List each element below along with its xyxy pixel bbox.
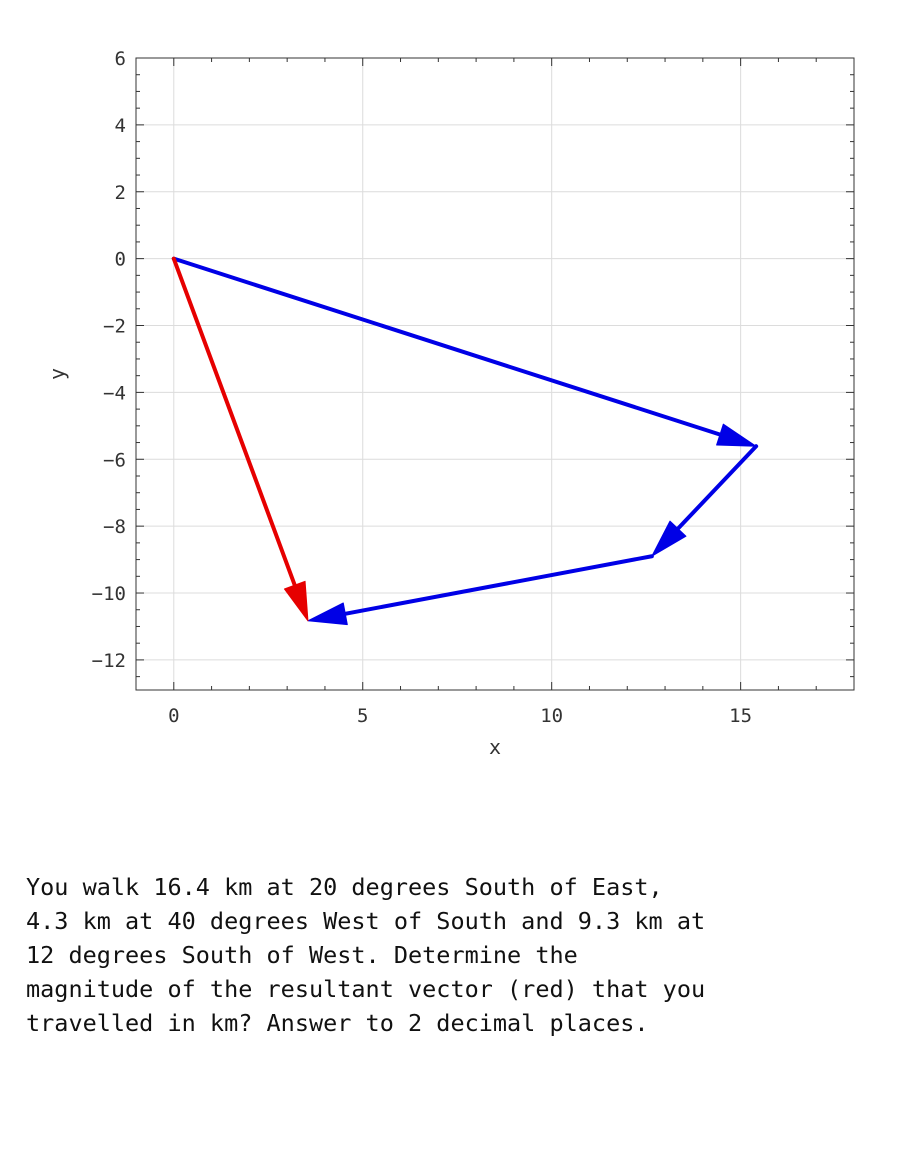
vector-4 [171,256,309,622]
vector-1 [171,256,757,447]
vector-2 [651,444,759,557]
y-tick-label: −4 [103,382,126,404]
vector-arrowhead [283,580,309,622]
ticks [135,57,855,690]
plot-frame [135,57,855,691]
x-tick-label: 5 [357,705,368,727]
y-tick-label: 4 [115,115,126,137]
y-tick-label: −6 [103,449,126,471]
vector-arrowhead [651,520,687,557]
question-text: You walk 16.4 km at 20 degrees South of … [26,873,706,1037]
y-tick-label: −10 [92,583,126,605]
y-axis-label: y [45,368,69,380]
vector-chart: 0 5 10 15 6 4 2 0 −2 −4 −6 −8 −10 −12 x y [45,48,855,759]
y-tick-label: 2 [115,182,126,204]
y-tick-label: 0 [115,249,126,271]
vector-arrowhead [716,423,757,447]
y-tick-label: −8 [103,516,126,538]
grid [136,57,854,690]
vector-shaft [171,256,730,439]
tick-labels: 0 5 10 15 6 4 2 0 −2 −4 −6 −8 −10 −12 [92,48,752,727]
x-tick-label: 15 [729,705,752,727]
x-tick-label: 0 [168,705,179,727]
vectors [171,256,759,626]
vector-3 [307,554,654,626]
y-tick-label: −2 [103,316,126,338]
y-tick-label: −12 [92,650,126,672]
vector-shaft [335,554,654,618]
x-axis-label: x [489,735,501,759]
x-tick-label: 10 [540,705,563,727]
vector-shaft [171,256,300,595]
vector-shaft [670,444,759,537]
y-tick-label: 6 [115,48,126,70]
vector-arrowhead [307,602,348,626]
